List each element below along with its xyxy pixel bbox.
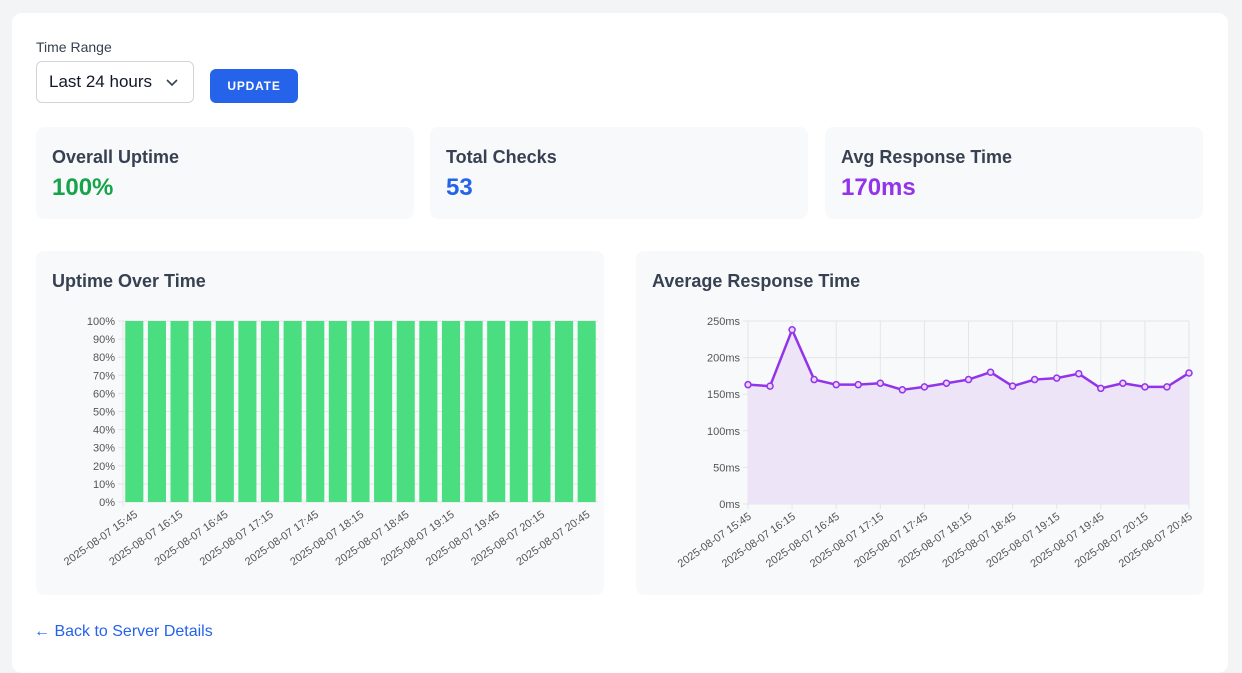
response-area — [748, 329, 1189, 504]
y-tick-label: 250ms — [707, 316, 741, 328]
response-point — [1141, 383, 1149, 391]
uptime-chart-title: Uptime Over Time — [52, 271, 206, 291]
response-point — [1185, 369, 1193, 377]
uptime-bar — [328, 321, 347, 502]
response-point — [1075, 369, 1083, 378]
response-point — [744, 380, 752, 389]
y-tick-label: 150ms — [707, 389, 741, 401]
time-range-label: Time Range — [36, 39, 112, 55]
y-tick-label: 10% — [93, 479, 115, 491]
stat-label: Avg Response Time — [841, 147, 1013, 167]
uptime-bar — [577, 321, 596, 502]
y-tick-label: 200ms — [707, 353, 741, 365]
y-tick-label: 70% — [93, 370, 115, 382]
response-point — [1052, 374, 1061, 382]
y-tick-label: 40% — [93, 425, 115, 437]
uptime-panel: Uptime Over Time 0% 10% 20% 30% 40% 50% 60% 70%… — [36, 251, 604, 595]
response-point — [876, 379, 885, 387]
response-point — [854, 380, 862, 389]
y-tick-label: 50% — [93, 407, 115, 419]
response-point — [1030, 375, 1039, 384]
x-tick-label: 2025-08-07 16:15 — [720, 511, 798, 571]
y-tick-label: 100ms — [707, 426, 741, 438]
x-tick-label: 2025-08-07 18:45 — [940, 511, 1018, 571]
uptime-bar — [555, 321, 574, 502]
x-tick-label: 2025-08-07 18:15 — [896, 511, 974, 571]
uptime-bar — [464, 321, 483, 502]
y-tick-label: 100% — [87, 316, 115, 328]
stat-total-checks: Total Checks 53 — [430, 127, 808, 219]
y-tick-label: 30% — [93, 443, 115, 455]
response-point — [1008, 382, 1017, 390]
stat-value: 100% — [52, 174, 114, 201]
x-tick-label: 2025-08-07 19:15 — [984, 511, 1062, 571]
x-tick-label: 2025-08-07 15:45 — [676, 511, 754, 571]
y-tick-label: 80% — [93, 352, 115, 364]
response-point — [766, 382, 774, 390]
chevron-down-icon — [166, 79, 178, 87]
uptime-bar — [532, 321, 551, 502]
time-range-value: Last 24 hours — [49, 72, 153, 91]
report-card: Time Range Last 24 hours UPDATE Overall … — [12, 13, 1228, 673]
stat-label: Overall Uptime — [52, 147, 180, 167]
back-to-server-details-link[interactable]: ← Back to Server Details — [34, 623, 213, 640]
response-point — [942, 379, 951, 387]
y-tick-label: 50ms — [713, 462, 740, 474]
uptime-bar — [351, 321, 370, 502]
y-tick-label: 0% — [99, 497, 115, 509]
uptime-bar — [509, 321, 528, 502]
uptime-bar — [215, 321, 234, 502]
y-tick-label: 0ms — [719, 499, 740, 511]
time-range-select[interactable]: Last 24 hours — [36, 61, 194, 103]
stat-value: 170ms — [841, 174, 916, 201]
response-chart-title: Average Response Time — [652, 271, 861, 291]
x-tick-label: 2025-08-07 20:15 — [1073, 511, 1151, 571]
uptime-bar — [125, 321, 144, 502]
uptime-bar — [306, 321, 325, 502]
stat-value: 53 — [446, 174, 473, 201]
x-tick-label: 2025-08-07 20:45 — [1117, 511, 1195, 571]
update-button[interactable]: UPDATE — [210, 69, 298, 103]
uptime-bar — [283, 321, 302, 502]
stat-avg-response-time: Avg Response Time 170ms — [825, 127, 1203, 219]
x-tick-label: 2025-08-07 16:45 — [764, 511, 842, 571]
response-point — [986, 368, 995, 376]
response-point — [1163, 383, 1171, 391]
y-tick-label: 90% — [93, 334, 115, 346]
response-point — [1119, 379, 1127, 387]
y-tick-label: 20% — [93, 461, 115, 473]
uptime-bar — [147, 321, 166, 502]
uptime-bar — [396, 321, 415, 502]
uptime-bar — [419, 321, 438, 502]
response-point — [810, 375, 818, 384]
response-panel: Average Response Time 0ms 50ms 100ms 150ms 2… — [636, 251, 1204, 595]
response-point — [832, 380, 840, 389]
x-tick-label: 2025-08-07 17:15 — [808, 511, 886, 571]
uptime-bar — [441, 321, 461, 502]
uptime-bar — [260, 321, 280, 502]
y-tick-label: 60% — [93, 388, 115, 400]
response-point — [788, 326, 796, 334]
uptime-chart: 0% 10% 20% 30% 40% 50% 60% 70% 80% 90% 100% 2025-08… — [62, 316, 598, 569]
response-chart: 0ms 50ms 100ms 150ms 200ms 250ms 2025-08-07 15… — [676, 316, 1195, 571]
uptime-bar — [374, 321, 393, 502]
stat-overall-uptime: Overall Uptime 100% — [36, 127, 414, 219]
response-point — [898, 386, 907, 394]
uptime-bar — [487, 321, 506, 502]
stat-label: Total Checks — [446, 147, 557, 167]
uptime-bar — [170, 321, 189, 502]
uptime-bar — [238, 321, 257, 502]
response-point — [920, 383, 929, 391]
x-tick-label: 2025-08-07 19:45 — [1028, 511, 1106, 571]
response-point — [964, 375, 973, 384]
uptime-bar — [193, 321, 212, 502]
response-point — [1097, 384, 1105, 393]
x-tick-label: 2025-08-07 17:45 — [852, 511, 930, 571]
x-tick-label: 2025-08-07 15:45 — [62, 509, 140, 569]
